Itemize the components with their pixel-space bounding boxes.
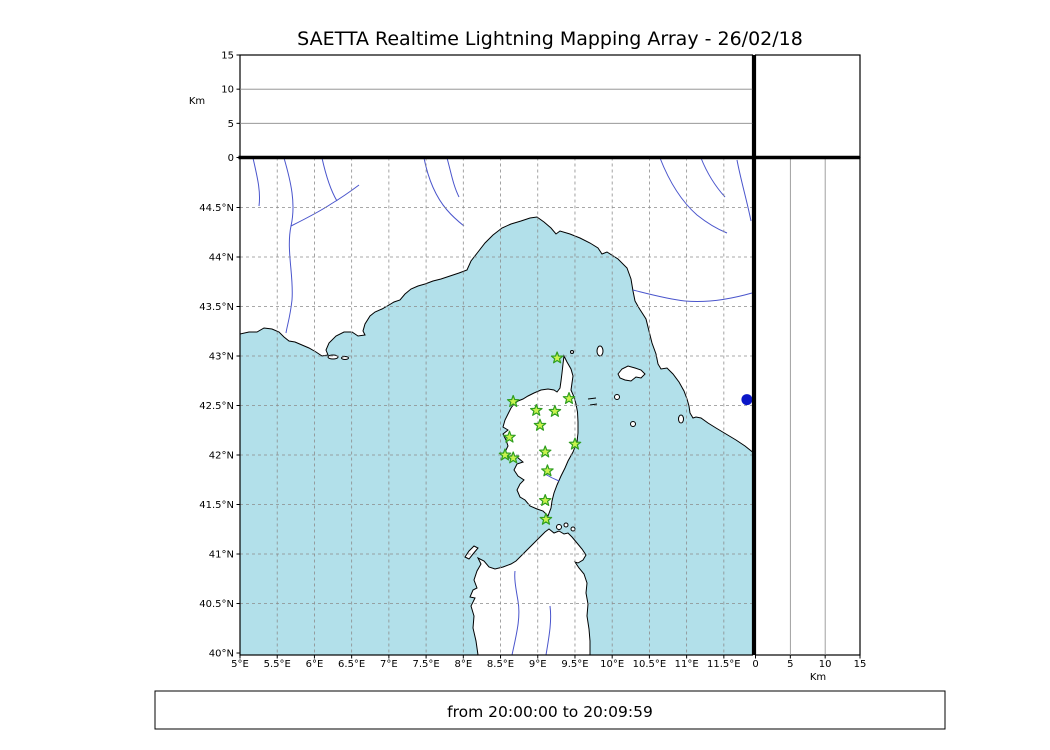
corsica-island (502, 354, 579, 517)
lma-station-marker (529, 403, 543, 416)
lma-station-marker (550, 351, 564, 364)
lat-tick-label: 44.5°N (199, 203, 234, 214)
lma-station-marker (498, 448, 512, 461)
river (321, 157, 338, 202)
axis-ticks (236, 54, 861, 659)
map-gridlines (240, 157, 753, 655)
maddalena-island (570, 526, 576, 532)
montecristo-island (630, 421, 636, 427)
lon-tick-label: 11.5°E (707, 659, 741, 670)
status-box (154, 690, 946, 730)
sardinia-island (469, 528, 591, 655)
lon-tick-label: 9.5°E (561, 659, 588, 670)
altitude-tick-label: 5 (228, 119, 234, 130)
mainland-coastline (240, 157, 753, 453)
altitude-tick-label: 5 (787, 659, 793, 670)
lat-tick-label: 42.5°N (199, 401, 234, 412)
figure-title: SAETTA Realtime Lightning Mapping Array … (297, 28, 803, 50)
lon-tick-label: 11°E (675, 659, 699, 670)
altitude-tick-label: 10 (221, 85, 234, 96)
river (632, 289, 753, 302)
lma-station-marker (533, 418, 547, 431)
lma-station-marker (568, 437, 582, 450)
lat-tick-label: 42°N (209, 451, 234, 462)
maddalena-island (563, 522, 569, 528)
lon-tick-label: 7.5°E (412, 659, 439, 670)
altitude-panel-gridlines (240, 88, 826, 655)
top-panel-km-label: Km (189, 96, 205, 107)
lon-tick-label: 10.5°E (633, 659, 667, 670)
status-text: from 20:00:00 to 20:09:59 (447, 703, 653, 721)
pianosa-island (614, 394, 620, 400)
giraglia-islet (570, 350, 574, 354)
lat-tick-label: 43.5°N (199, 302, 234, 313)
river (423, 157, 465, 227)
porquerolles-island (327, 354, 339, 360)
river (659, 157, 728, 234)
lat-tick-label: 41°N (209, 550, 234, 561)
corner-panel (754, 54, 861, 159)
altitude-tick-label: 0 (752, 659, 758, 670)
lon-tick-label: 10°E (600, 659, 624, 670)
lat-tick-label: 41.5°N (199, 500, 234, 511)
capraia-island (596, 345, 604, 357)
islet-mark (589, 403, 598, 406)
lma-station-marker (506, 451, 520, 464)
river (252, 157, 260, 207)
lon-tick-label: 7°E (380, 659, 398, 670)
altitude-tick-label: 15 (854, 659, 867, 670)
lat-tick-label: 44°N (209, 253, 234, 264)
lon-tick-label: 5.5°E (264, 659, 291, 670)
lma-station-marker (506, 394, 520, 407)
river (446, 157, 460, 198)
altitude-vs-latitude-panel (754, 156, 861, 656)
lon-tick-label: 8°E (454, 659, 472, 670)
elba-island (617, 365, 646, 382)
asinara-island (464, 545, 479, 560)
lon-tick-label: 8.5°E (487, 659, 514, 670)
lon-tick-label: 6°E (306, 659, 324, 670)
river (511, 570, 520, 655)
lma-station-marker (538, 445, 552, 458)
lma-station-marker (539, 512, 553, 525)
lma-station-marker (538, 494, 552, 506)
altitude-tick-label: 15 (221, 51, 234, 62)
river (545, 605, 552, 655)
giglio-island (678, 414, 684, 424)
lon-tick-label: 5°E (231, 659, 249, 670)
lma-station-marker (562, 392, 576, 404)
lma-station-marker (548, 404, 562, 417)
lon-tick-label: 6.5°E (338, 659, 365, 670)
lightning-event-dot (741, 394, 753, 406)
right-panel-km-label: Km (810, 672, 826, 683)
river (736, 159, 752, 222)
lat-tick-label: 43°N (209, 352, 234, 363)
station-layer (498, 351, 753, 525)
lma-station-marker (503, 430, 516, 443)
axis-labels: 5°E 5.5°E 6°E 6.5°E 7°E 7.5°E 8°E 8.5°E 9°E 9.5°E… (199, 51, 866, 671)
lma-station-marker (541, 464, 554, 477)
maddalena-island (556, 524, 562, 530)
altitude-vs-longitude-panel (239, 54, 754, 159)
altitude-tick-label: 0 (228, 153, 234, 164)
lon-tick-label: 9°E (529, 659, 547, 670)
islet-mark (587, 397, 597, 400)
altitude-tick-label: 10 (819, 659, 832, 670)
lat-tick-label: 40°N (209, 649, 234, 660)
river (283, 157, 294, 334)
port-cros-island (341, 356, 349, 360)
lat-tick-label: 40.5°N (199, 599, 234, 610)
map-panel (240, 157, 753, 655)
river (700, 157, 726, 198)
